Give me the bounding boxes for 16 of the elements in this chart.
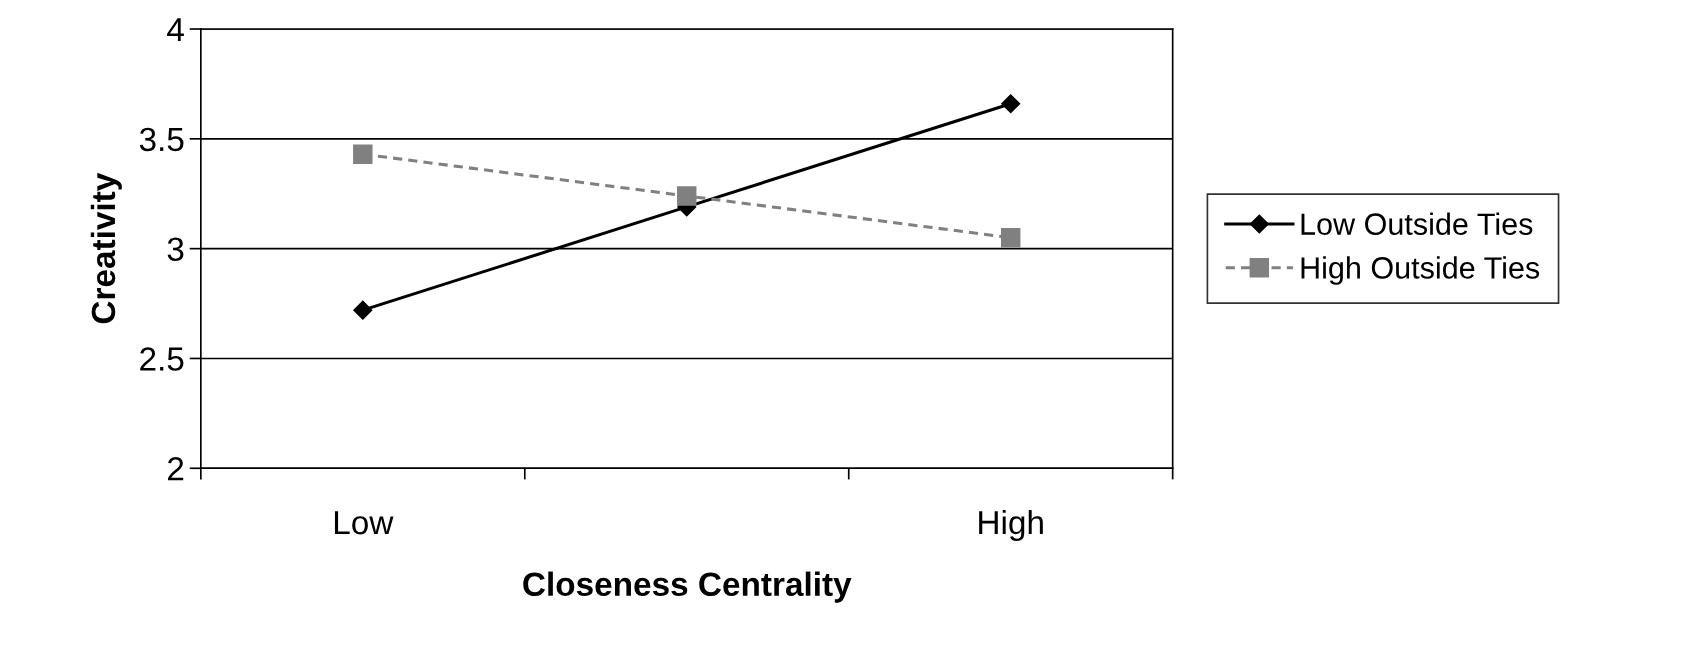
- y-tick-label: 3.5: [139, 127, 184, 152]
- x-axis-title: Closeness Centrality: [523, 571, 852, 603]
- point: [1001, 94, 1021, 114]
- x-tick-label: High: [979, 509, 1043, 542]
- x-tick-label: Low: [334, 511, 394, 535]
- point: [353, 300, 373, 320]
- y-tick-label: 2.5: [140, 347, 184, 371]
- y-tick-label: 4: [167, 18, 184, 42]
- y-tick-label: 2: [168, 457, 184, 481]
- point: [353, 144, 373, 164]
- point: [677, 186, 697, 206]
- point: [1000, 227, 1021, 248]
- legend-label: Low Outside Ties: [1301, 212, 1533, 235]
- y-axis-title: Creativity: [90, 172, 122, 324]
- legend-label: High Outside Ties: [1301, 256, 1540, 285]
- y-tick-label: 3: [167, 237, 184, 262]
